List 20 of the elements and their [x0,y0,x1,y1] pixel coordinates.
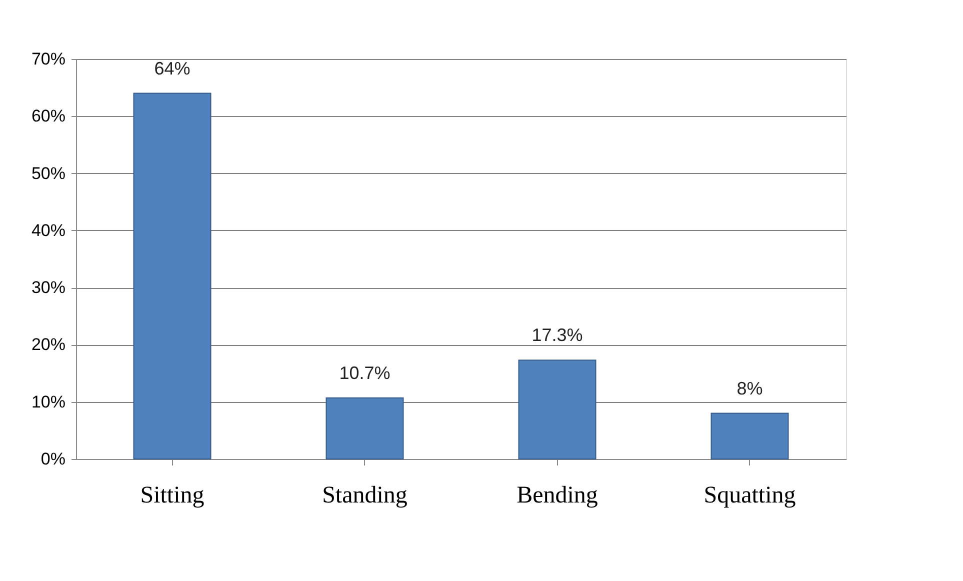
bar [133,92,212,460]
y-tick-label: 0% [40,450,66,468]
x-tick-label: Bending [516,482,598,508]
y-tick-label: 70% [31,50,66,68]
bar [326,397,404,460]
data-label: 8% [736,378,763,398]
y-tick-label: 40% [31,220,66,240]
y-tick-label: 30% [31,278,66,298]
bar [518,360,596,460]
data-label: 10.7% [339,362,390,383]
x-tick-label: Standing [322,482,408,508]
y-tick-label: 20% [31,335,66,354]
x-tick-label: Sitting [140,482,204,508]
y-tick-label: 10% [31,392,66,412]
data-label: 17.3% [532,325,583,346]
data-label: 64% [154,58,190,78]
bar [710,412,789,460]
y-tick-label: 50% [31,164,66,183]
x-tick-label: Squatting [704,482,796,508]
y-tick-label: 60% [31,106,66,126]
